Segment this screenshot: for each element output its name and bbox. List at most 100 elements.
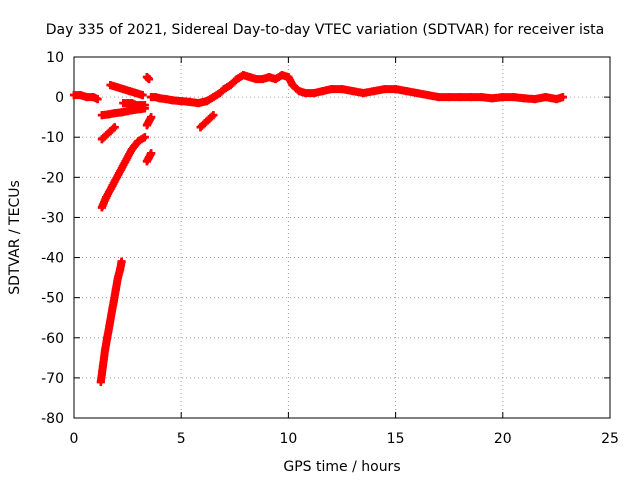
series-arc-small1	[97, 123, 119, 144]
data-point	[310, 89, 319, 98]
y-tick-label: -30	[41, 210, 64, 226]
data-point	[103, 333, 112, 342]
data-point	[239, 71, 248, 80]
data-point	[445, 93, 454, 102]
chart-title: Day 335 of 2021, Sidereal Day-to-day VTE…	[46, 22, 604, 38]
data-point	[105, 321, 114, 330]
data-point	[107, 309, 116, 318]
plot-frame	[73, 56, 611, 419]
data-point	[106, 81, 115, 90]
data-point	[413, 89, 422, 98]
data-point	[119, 85, 128, 94]
data-series	[70, 71, 567, 386]
data-point	[111, 285, 120, 294]
data-point	[284, 73, 293, 82]
data-point	[97, 135, 106, 144]
x-tick-label: 20	[494, 431, 512, 447]
data-point	[101, 345, 110, 354]
data-point	[108, 181, 117, 190]
series-arc-small3	[142, 149, 156, 166]
axis-ticks: 0 5 10 15 20 25 -80 -70 -60 -50 -40 -30 -20 -10 0 10	[41, 50, 619, 447]
x-tick-label: 5	[177, 431, 186, 447]
data-point	[106, 127, 115, 136]
y-tick-label: -70	[41, 371, 64, 387]
series-arc-start	[70, 91, 102, 104]
data-point	[185, 97, 194, 106]
x-axis-title: GPS time / hours	[283, 459, 400, 475]
data-point	[96, 377, 105, 386]
data-point	[391, 85, 400, 94]
data-point	[116, 265, 125, 274]
series-arc-steep	[96, 257, 126, 386]
data-point	[498, 93, 507, 102]
data-point	[112, 83, 121, 92]
x-tick-label: 25	[601, 431, 619, 447]
data-point	[140, 133, 149, 142]
data-point	[142, 157, 151, 166]
data-point	[327, 85, 336, 94]
data-point	[265, 73, 274, 82]
data-point	[288, 81, 297, 90]
series-arc-small4	[142, 73, 154, 84]
y-tick-label: 10	[46, 50, 64, 66]
data-point	[520, 94, 529, 103]
data-point	[434, 93, 443, 102]
data-point	[177, 97, 186, 106]
y-tick-label: -10	[41, 130, 64, 146]
data-point	[97, 203, 106, 212]
data-point	[209, 93, 218, 102]
data-point	[301, 89, 310, 98]
series-arc-mid	[119, 99, 149, 110]
y-tick-label: 0	[55, 90, 64, 106]
data-point	[488, 94, 497, 103]
data-point	[477, 93, 486, 102]
y-axis-title: SDTVAR / TECUs	[7, 180, 23, 295]
series-arc-diagonal	[97, 133, 149, 212]
data-point	[140, 101, 149, 110]
data-point	[530, 95, 539, 104]
data-point	[209, 111, 218, 120]
data-point	[232, 75, 241, 84]
data-point	[348, 87, 357, 96]
data-point	[121, 157, 130, 166]
data-point	[245, 73, 254, 82]
series-arc-top	[106, 81, 147, 100]
data-point	[455, 93, 464, 102]
data-point	[113, 273, 122, 282]
data-point	[102, 193, 111, 202]
data-point	[145, 117, 154, 126]
data-point	[89, 93, 98, 102]
data-point	[380, 85, 389, 94]
data-point	[134, 137, 143, 146]
data-point	[271, 75, 280, 84]
data-point	[226, 81, 235, 90]
data-point	[295, 87, 304, 96]
y-tick-label: -80	[41, 411, 64, 427]
data-point	[117, 257, 126, 266]
data-point	[145, 153, 154, 162]
data-point	[402, 87, 411, 96]
data-point	[552, 95, 561, 104]
data-point	[370, 87, 379, 96]
data-point	[127, 145, 136, 154]
series-arc-small5	[196, 111, 218, 132]
data-point	[258, 75, 267, 84]
data-point	[509, 93, 518, 102]
series-arc-small2	[142, 113, 156, 130]
y-tick-label: -50	[41, 291, 64, 307]
data-point	[98, 361, 107, 370]
data-point	[277, 71, 286, 80]
data-point	[93, 95, 102, 104]
data-point	[110, 123, 119, 132]
y-tick-label: -40	[41, 251, 64, 267]
x-tick-label: 10	[279, 431, 297, 447]
data-point	[558, 93, 567, 102]
data-point	[138, 91, 147, 100]
x-tick-label: 0	[70, 431, 79, 447]
data-point	[125, 87, 134, 96]
series-arc-main	[147, 71, 567, 108]
grid	[74, 57, 610, 418]
data-point	[423, 91, 432, 100]
data-point	[115, 169, 124, 178]
